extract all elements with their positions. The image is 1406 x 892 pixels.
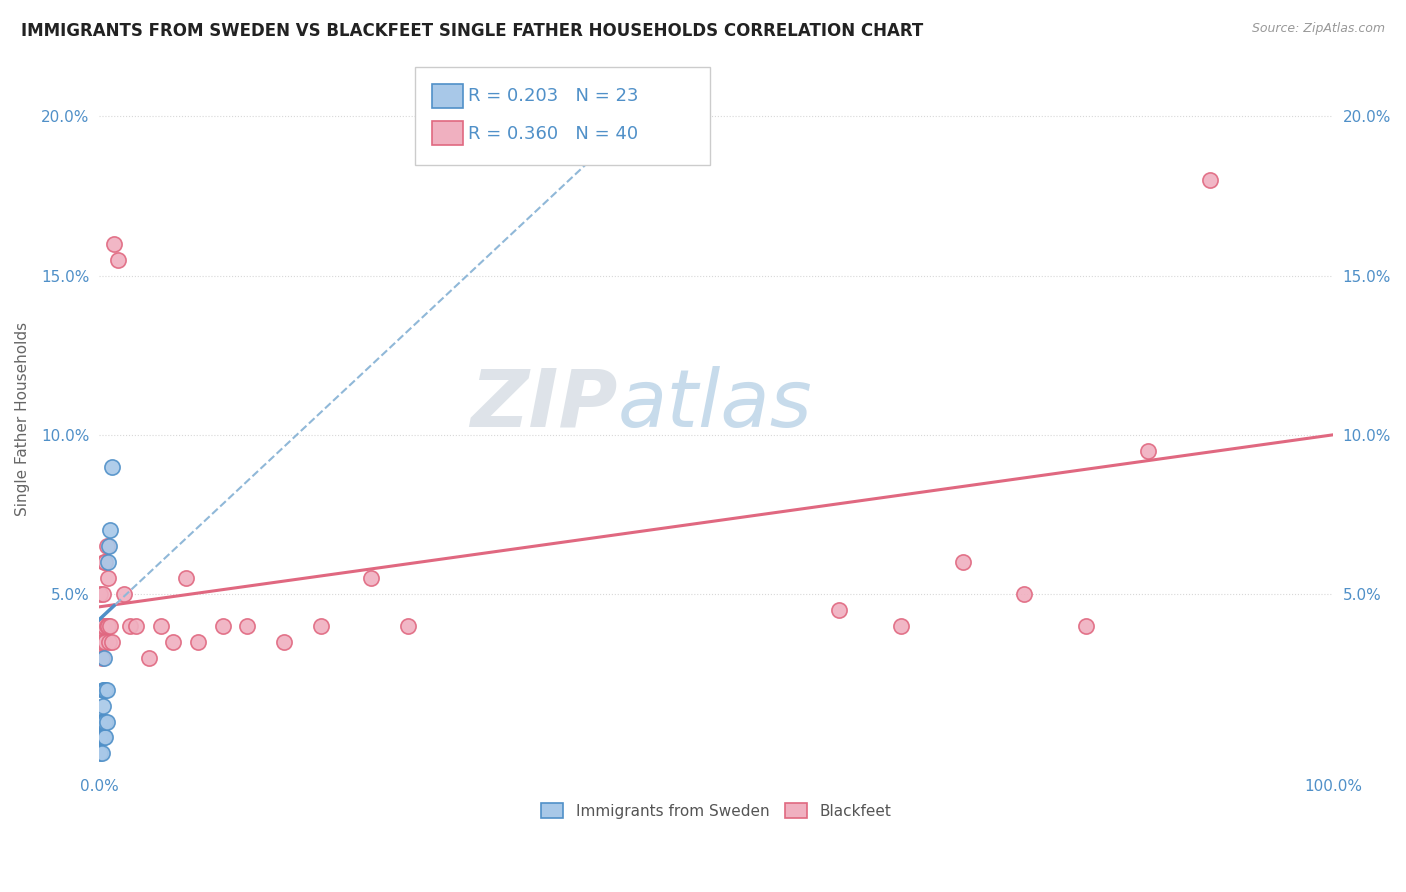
Point bbox=[1076, 619, 1098, 633]
Point bbox=[112, 587, 135, 601]
Point bbox=[273, 635, 295, 649]
Legend: Immigrants from Sweden, Blackfeet: Immigrants from Sweden, Blackfeet bbox=[534, 797, 897, 825]
Y-axis label: Single Father Households: Single Father Households bbox=[15, 322, 30, 516]
Point bbox=[97, 555, 120, 569]
Point bbox=[103, 236, 125, 251]
Point bbox=[952, 555, 974, 569]
Point bbox=[98, 524, 121, 538]
Point bbox=[94, 555, 117, 569]
Point bbox=[94, 635, 117, 649]
Point bbox=[90, 619, 112, 633]
Point bbox=[1014, 587, 1036, 601]
Point bbox=[90, 731, 112, 745]
Point bbox=[91, 698, 114, 713]
Point bbox=[93, 682, 115, 697]
Point bbox=[311, 619, 333, 633]
Point bbox=[97, 619, 120, 633]
Point bbox=[93, 714, 115, 729]
Point bbox=[90, 747, 112, 761]
Point bbox=[98, 635, 121, 649]
Point bbox=[149, 619, 172, 633]
Point bbox=[118, 619, 141, 633]
Point bbox=[89, 714, 111, 729]
Point bbox=[125, 619, 148, 633]
Point bbox=[96, 682, 118, 697]
Point bbox=[1136, 443, 1159, 458]
Point bbox=[828, 603, 851, 617]
Point bbox=[890, 619, 912, 633]
Point bbox=[96, 619, 118, 633]
Point bbox=[89, 587, 111, 601]
Point bbox=[89, 731, 111, 745]
Point bbox=[89, 635, 111, 649]
Point bbox=[138, 650, 160, 665]
Point bbox=[98, 539, 121, 553]
Point bbox=[396, 619, 419, 633]
Point bbox=[90, 714, 112, 729]
Point bbox=[98, 619, 121, 633]
Point bbox=[107, 252, 129, 267]
Point bbox=[94, 714, 117, 729]
Point bbox=[97, 571, 120, 585]
Text: IMMIGRANTS FROM SWEDEN VS BLACKFEET SINGLE FATHER HOUSEHOLDS CORRELATION CHART: IMMIGRANTS FROM SWEDEN VS BLACKFEET SING… bbox=[21, 22, 924, 40]
Point bbox=[174, 571, 197, 585]
Point bbox=[96, 539, 118, 553]
Point bbox=[93, 650, 115, 665]
Point bbox=[89, 747, 111, 761]
Point bbox=[91, 635, 114, 649]
Point bbox=[187, 635, 209, 649]
Point bbox=[93, 555, 115, 569]
Point bbox=[93, 619, 115, 633]
Point bbox=[91, 682, 114, 697]
Point bbox=[96, 714, 118, 729]
Text: Source: ZipAtlas.com: Source: ZipAtlas.com bbox=[1251, 22, 1385, 36]
Text: ZIP: ZIP bbox=[470, 366, 617, 444]
Point bbox=[1198, 173, 1220, 187]
Point bbox=[211, 619, 233, 633]
Point bbox=[360, 571, 382, 585]
Text: R = 0.203   N = 23: R = 0.203 N = 23 bbox=[468, 87, 638, 105]
Point bbox=[100, 635, 122, 649]
Point bbox=[94, 682, 117, 697]
Point bbox=[91, 714, 114, 729]
Point bbox=[91, 731, 114, 745]
Point bbox=[236, 619, 259, 633]
Point bbox=[90, 650, 112, 665]
Point bbox=[162, 635, 184, 649]
Text: atlas: atlas bbox=[617, 366, 813, 444]
Point bbox=[91, 587, 114, 601]
Text: R = 0.360   N = 40: R = 0.360 N = 40 bbox=[468, 125, 638, 143]
Point bbox=[93, 731, 115, 745]
Point bbox=[94, 731, 117, 745]
Point bbox=[100, 459, 122, 474]
